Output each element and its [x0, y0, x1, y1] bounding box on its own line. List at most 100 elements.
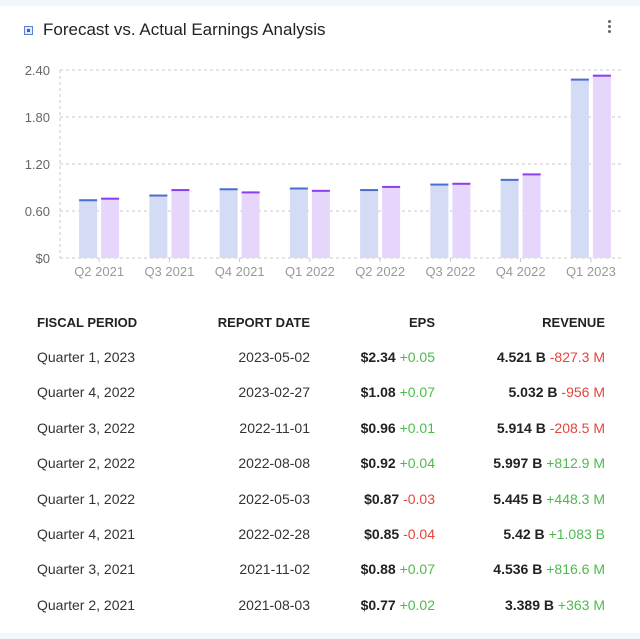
x-tick-label: Q4 2021	[215, 264, 265, 279]
eps-cell: $0.96 +0.01	[361, 420, 435, 436]
earnings-bar-chart: $0 0.60 1.20 1.80 2.40 Q2 2021 Q3 2021 Q4 2021 Q…	[25, 63, 622, 279]
forecast-bar	[149, 194, 168, 258]
forecast-bar-cap	[219, 188, 238, 191]
actual-bar-cap	[452, 182, 471, 185]
y-tick-label: 0.60	[25, 204, 50, 219]
fiscal-period: Quarter 3, 2022	[37, 419, 136, 436]
revenue-cell: 5.032 B -956 M	[508, 384, 605, 400]
column-header: REVENUE	[542, 315, 605, 330]
actual-bar	[382, 185, 401, 258]
fiscal-period: Quarter 1, 2023	[37, 349, 136, 365]
actual-bar	[452, 182, 471, 258]
eps-value: $0.96	[360, 419, 396, 436]
revenue-surprise: -827.3 M	[549, 349, 605, 365]
actual-bar	[171, 189, 190, 258]
forecast-bar	[360, 189, 379, 258]
fiscal-period: Quarter 2, 2022	[37, 455, 136, 472]
revenue-cell: 4.536 B +816.6 M	[493, 561, 605, 577]
revenue-surprise: +812.9 M	[546, 455, 605, 472]
actual-bar	[101, 197, 120, 258]
revenue-surprise: -956 M	[561, 384, 605, 401]
fiscal-period: Quarter 4, 2022	[37, 384, 136, 401]
revenue-value: 5.032 B	[508, 384, 558, 401]
revenue-value: 3.389 B	[504, 596, 555, 613]
eps-value: $0.88	[360, 561, 396, 578]
report-date: 2023-05-02	[238, 349, 310, 365]
actual-bar	[241, 191, 260, 258]
revenue-value: 5.445 B	[493, 490, 543, 507]
forecast-bar	[570, 78, 589, 258]
column-header: FISCAL PERIOD	[37, 315, 138, 330]
x-tick-label: Q1 2023	[566, 264, 616, 279]
revenue-surprise: +363 M	[557, 596, 605, 613]
column-header: REPORT DATE	[217, 315, 310, 330]
eps-surprise: +0.04	[399, 455, 435, 472]
report-date: 2022-08-08	[238, 455, 310, 472]
more-vertical-icon[interactable]	[604, 18, 614, 40]
revenue-value: 4.536 B	[493, 561, 543, 578]
earnings-card	[0, 6, 640, 633]
forecast-bar	[79, 199, 98, 258]
eps-value: $0.92	[360, 455, 396, 472]
actual-bar-cap	[522, 173, 541, 176]
eps-surprise: -0.03	[403, 490, 435, 507]
actual-bar-cap	[171, 189, 190, 192]
eps-cell: $2.34 +0.05	[361, 349, 435, 365]
y-tick-label: 1.20	[25, 157, 50, 172]
fiscal-period: Quarter 2, 2021	[37, 596, 136, 613]
report-date: 2022-02-28	[238, 526, 310, 542]
x-tick-label: Q3 2022	[425, 264, 475, 279]
revenue-surprise: +448.3 M	[546, 490, 605, 507]
revenue-cell: 3.389 B +363 M	[505, 597, 605, 613]
report-date: 2021-11-02	[239, 561, 310, 578]
eps-cell: $0.88 +0.07	[361, 561, 435, 577]
revenue-cell: 4.521 B -827.3 M	[497, 349, 605, 365]
eps-cell: $1.08 +0.07	[361, 384, 435, 400]
actual-bar-cap	[101, 197, 120, 200]
revenue-value: 5.997 B	[493, 455, 543, 472]
x-tick-label: Q3 2021	[144, 264, 194, 279]
report-date: 2022-05-03	[238, 490, 310, 507]
fiscal-period: Quarter 4, 2021	[37, 526, 136, 542]
fiscal-period: Quarter 3, 2021	[37, 561, 136, 578]
eps-surprise: +0.07	[399, 561, 435, 578]
revenue-cell: 5.42 B +1.083 B	[503, 526, 605, 542]
actual-bar-cap	[241, 191, 260, 194]
report-date: 2021-08-03	[238, 596, 310, 613]
eps-surprise: +0.02	[399, 596, 435, 613]
column-header: EPS	[408, 315, 435, 330]
chart-legend-square-icon	[24, 26, 33, 35]
forecast-bar-cap	[149, 194, 168, 197]
eps-surprise: -0.04	[403, 526, 435, 542]
eps-cell: $0.92 +0.04	[361, 455, 435, 471]
eps-value: $1.08	[360, 384, 396, 401]
actual-bar-cap	[311, 189, 330, 192]
revenue-surprise: +816.6 M	[546, 561, 605, 578]
eps-cell: $0.77 +0.02	[361, 597, 435, 613]
revenue-cell: 5.445 B +448.3 M	[493, 491, 605, 507]
y-tick-label: 1.80	[25, 110, 50, 125]
eps-value: $0.77	[360, 596, 396, 613]
forecast-bar	[219, 188, 238, 258]
eps-cell: $0.87 -0.03	[364, 491, 435, 507]
x-tick-label: Q4 2022	[496, 264, 546, 279]
revenue-cell: 5.997 B +812.9 M	[493, 455, 605, 471]
y-tick-label: 2.40	[25, 63, 50, 78]
revenue-surprise: +1.083 B	[548, 526, 605, 542]
revenue-value: 5.42 B	[503, 526, 545, 542]
fiscal-period: Quarter 1, 2022	[37, 490, 136, 507]
revenue-cell: 5.914 B -208.5 M	[497, 420, 605, 436]
revenue-value: 5.914 B	[496, 419, 546, 436]
forecast-bar-cap	[289, 187, 308, 190]
actual-bar	[522, 173, 541, 258]
x-tick-label: Q1 2022	[285, 264, 335, 279]
eps-surprise: +0.01	[399, 419, 435, 436]
x-tick-label: Q2 2021	[74, 264, 124, 279]
y-tick-label: $0	[36, 251, 50, 266]
forecast-bar	[500, 178, 519, 258]
card-title: Forecast vs. Actual Earnings Analysis	[43, 20, 326, 39]
eps-value: $0.85	[364, 526, 400, 542]
eps-cell: $0.85 -0.04	[364, 526, 435, 542]
actual-bar	[311, 189, 330, 258]
actual-bar-cap	[382, 185, 401, 188]
